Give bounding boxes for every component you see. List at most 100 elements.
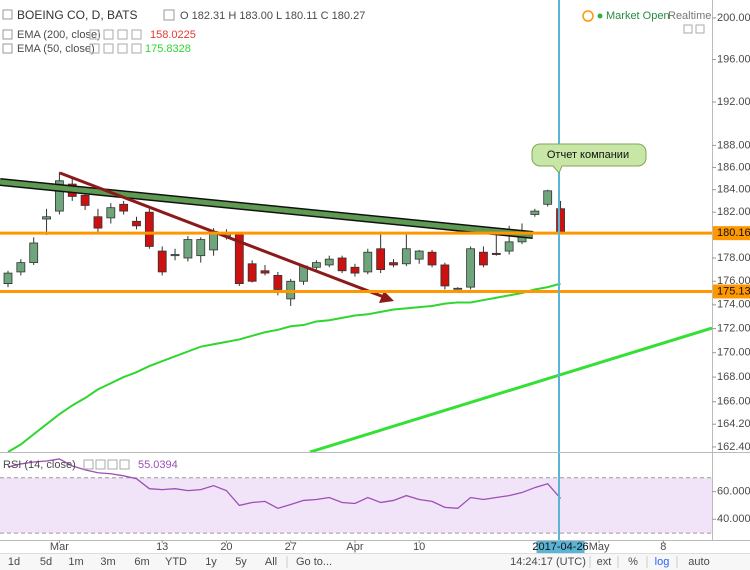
legend-icon[interactable]	[95, 459, 106, 470]
y-tick-label: 168.00	[717, 371, 750, 383]
legend-value: 158.0225	[150, 29, 196, 41]
legend-icon[interactable]	[117, 29, 128, 40]
level-label: 180.16	[717, 227, 750, 239]
candle-body	[157, 250, 167, 273]
y-tick-label: 40.0000	[717, 513, 750, 525]
y-tick-label: 178.00	[717, 252, 750, 264]
collapse-icon[interactable]	[2, 9, 13, 20]
x-tick-label: May	[589, 541, 610, 553]
x-tick-label: 13	[156, 541, 168, 553]
rsi-pane	[0, 477, 712, 534]
range-button[interactable]: All	[265, 556, 277, 568]
candle-body	[427, 251, 437, 266]
axes: 200.00 196.00 192.00 188.00 186.00 184.00 182.…	[50, 12, 750, 553]
legend-icon[interactable]	[131, 43, 142, 54]
callout[interactable]	[531, 143, 647, 174]
y-tick-label: 60.0000	[717, 485, 750, 497]
feed: Realtime	[668, 10, 711, 22]
x-tick-label: Mar	[50, 541, 69, 553]
y-tick-label: 182.00	[717, 206, 750, 218]
candle-body	[260, 270, 270, 274]
legend-icon[interactable]	[2, 29, 13, 40]
legend-icon[interactable]	[83, 459, 94, 470]
candle-body	[55, 180, 64, 212]
scale-button[interactable]: %	[628, 556, 638, 568]
y-tick-label: 162.40	[717, 441, 750, 453]
arrow-line[interactable]	[59, 171, 385, 299]
scale-button[interactable]: ext	[597, 556, 612, 568]
trend-line[interactable]	[0, 179, 534, 238]
legend-icon[interactable]	[131, 29, 142, 40]
legend-icon[interactable]	[89, 43, 100, 54]
legend-icon[interactable]	[117, 43, 128, 54]
candle-body	[144, 211, 154, 247]
x-tick-label: 10	[413, 541, 425, 553]
range-button[interactable]: 1y	[205, 556, 217, 568]
candle-body	[530, 210, 540, 215]
candle-body	[183, 239, 193, 259]
level-tag	[713, 226, 750, 241]
range-button[interactable]: 6m	[134, 556, 149, 568]
candle-body	[106, 207, 116, 219]
x-tick-label: Apr	[346, 541, 363, 553]
candle-body	[440, 264, 450, 287]
y-tick-label: 170.00	[717, 347, 750, 359]
legend-icon[interactable]	[2, 43, 13, 54]
candle-body	[543, 190, 553, 205]
legend-icon[interactable]	[103, 43, 114, 54]
legend-value: 175.8328	[145, 43, 191, 55]
x-tick-label: 2017-04-26	[532, 541, 588, 553]
goto-button[interactable]: Go to...	[296, 556, 332, 568]
candle-body	[273, 275, 283, 290]
range-button[interactable]: 1d	[8, 556, 20, 568]
legend-icon[interactable]	[89, 29, 100, 40]
toolbar	[0, 553, 750, 570]
scale-button[interactable]: auto	[688, 556, 709, 568]
candle-body	[93, 216, 103, 229]
range-button[interactable]: YTD	[165, 556, 187, 568]
range-button[interactable]: 5d	[40, 556, 52, 568]
y-tick-label: 174.00	[717, 299, 750, 311]
pane-icon[interactable]	[683, 24, 693, 34]
y-tick-label: 200.00	[717, 12, 750, 24]
candle-body	[42, 216, 51, 220]
legend-icon[interactable]	[103, 29, 114, 40]
candle-body	[16, 262, 26, 273]
rsi-lines	[7, 458, 562, 510]
range-button[interactable]: 3m	[100, 556, 115, 568]
x-tick-label: 8	[660, 541, 666, 553]
y-tick-label: 164.20	[717, 418, 750, 430]
range-button[interactable]: 1m	[68, 556, 83, 568]
candle-body	[80, 194, 90, 206]
legend-name: EMA (50, close)	[17, 43, 95, 55]
y-tick-label: 188.00	[717, 139, 750, 151]
candle-body	[504, 241, 514, 252]
candle-body	[389, 262, 398, 266]
x-cursor-tag	[536, 541, 585, 553]
drawings	[0, 171, 712, 452]
status-dot	[597, 13, 603, 19]
candle-body	[479, 251, 488, 266]
legend-icon[interactable]	[119, 459, 130, 470]
candle-body	[363, 251, 373, 273]
candle-body	[466, 248, 476, 288]
rsi-band	[0, 477, 712, 534]
candle-body	[3, 272, 13, 285]
candle-body	[453, 287, 463, 290]
ohlc: O 182.31 H 183.00 L 180.11 C 180.27	[180, 10, 365, 22]
candle-body	[132, 220, 141, 227]
y-tick-label: 196.00	[717, 53, 750, 65]
y-tick-label: 192.00	[717, 96, 750, 108]
rsi-value: 55.0394	[138, 459, 178, 471]
legend-icon[interactable]	[107, 459, 118, 470]
level-tag	[713, 284, 750, 299]
x-tick-label: 27	[285, 541, 297, 553]
clock-icon	[582, 10, 594, 22]
pane-icon[interactable]	[695, 24, 705, 34]
range-button[interactable]: 5y	[235, 556, 247, 568]
settings-icon[interactable]	[163, 9, 175, 21]
trend-line[interactable]	[309, 326, 712, 452]
candle-body	[376, 248, 386, 270]
scale-button[interactable]: log	[655, 556, 670, 568]
